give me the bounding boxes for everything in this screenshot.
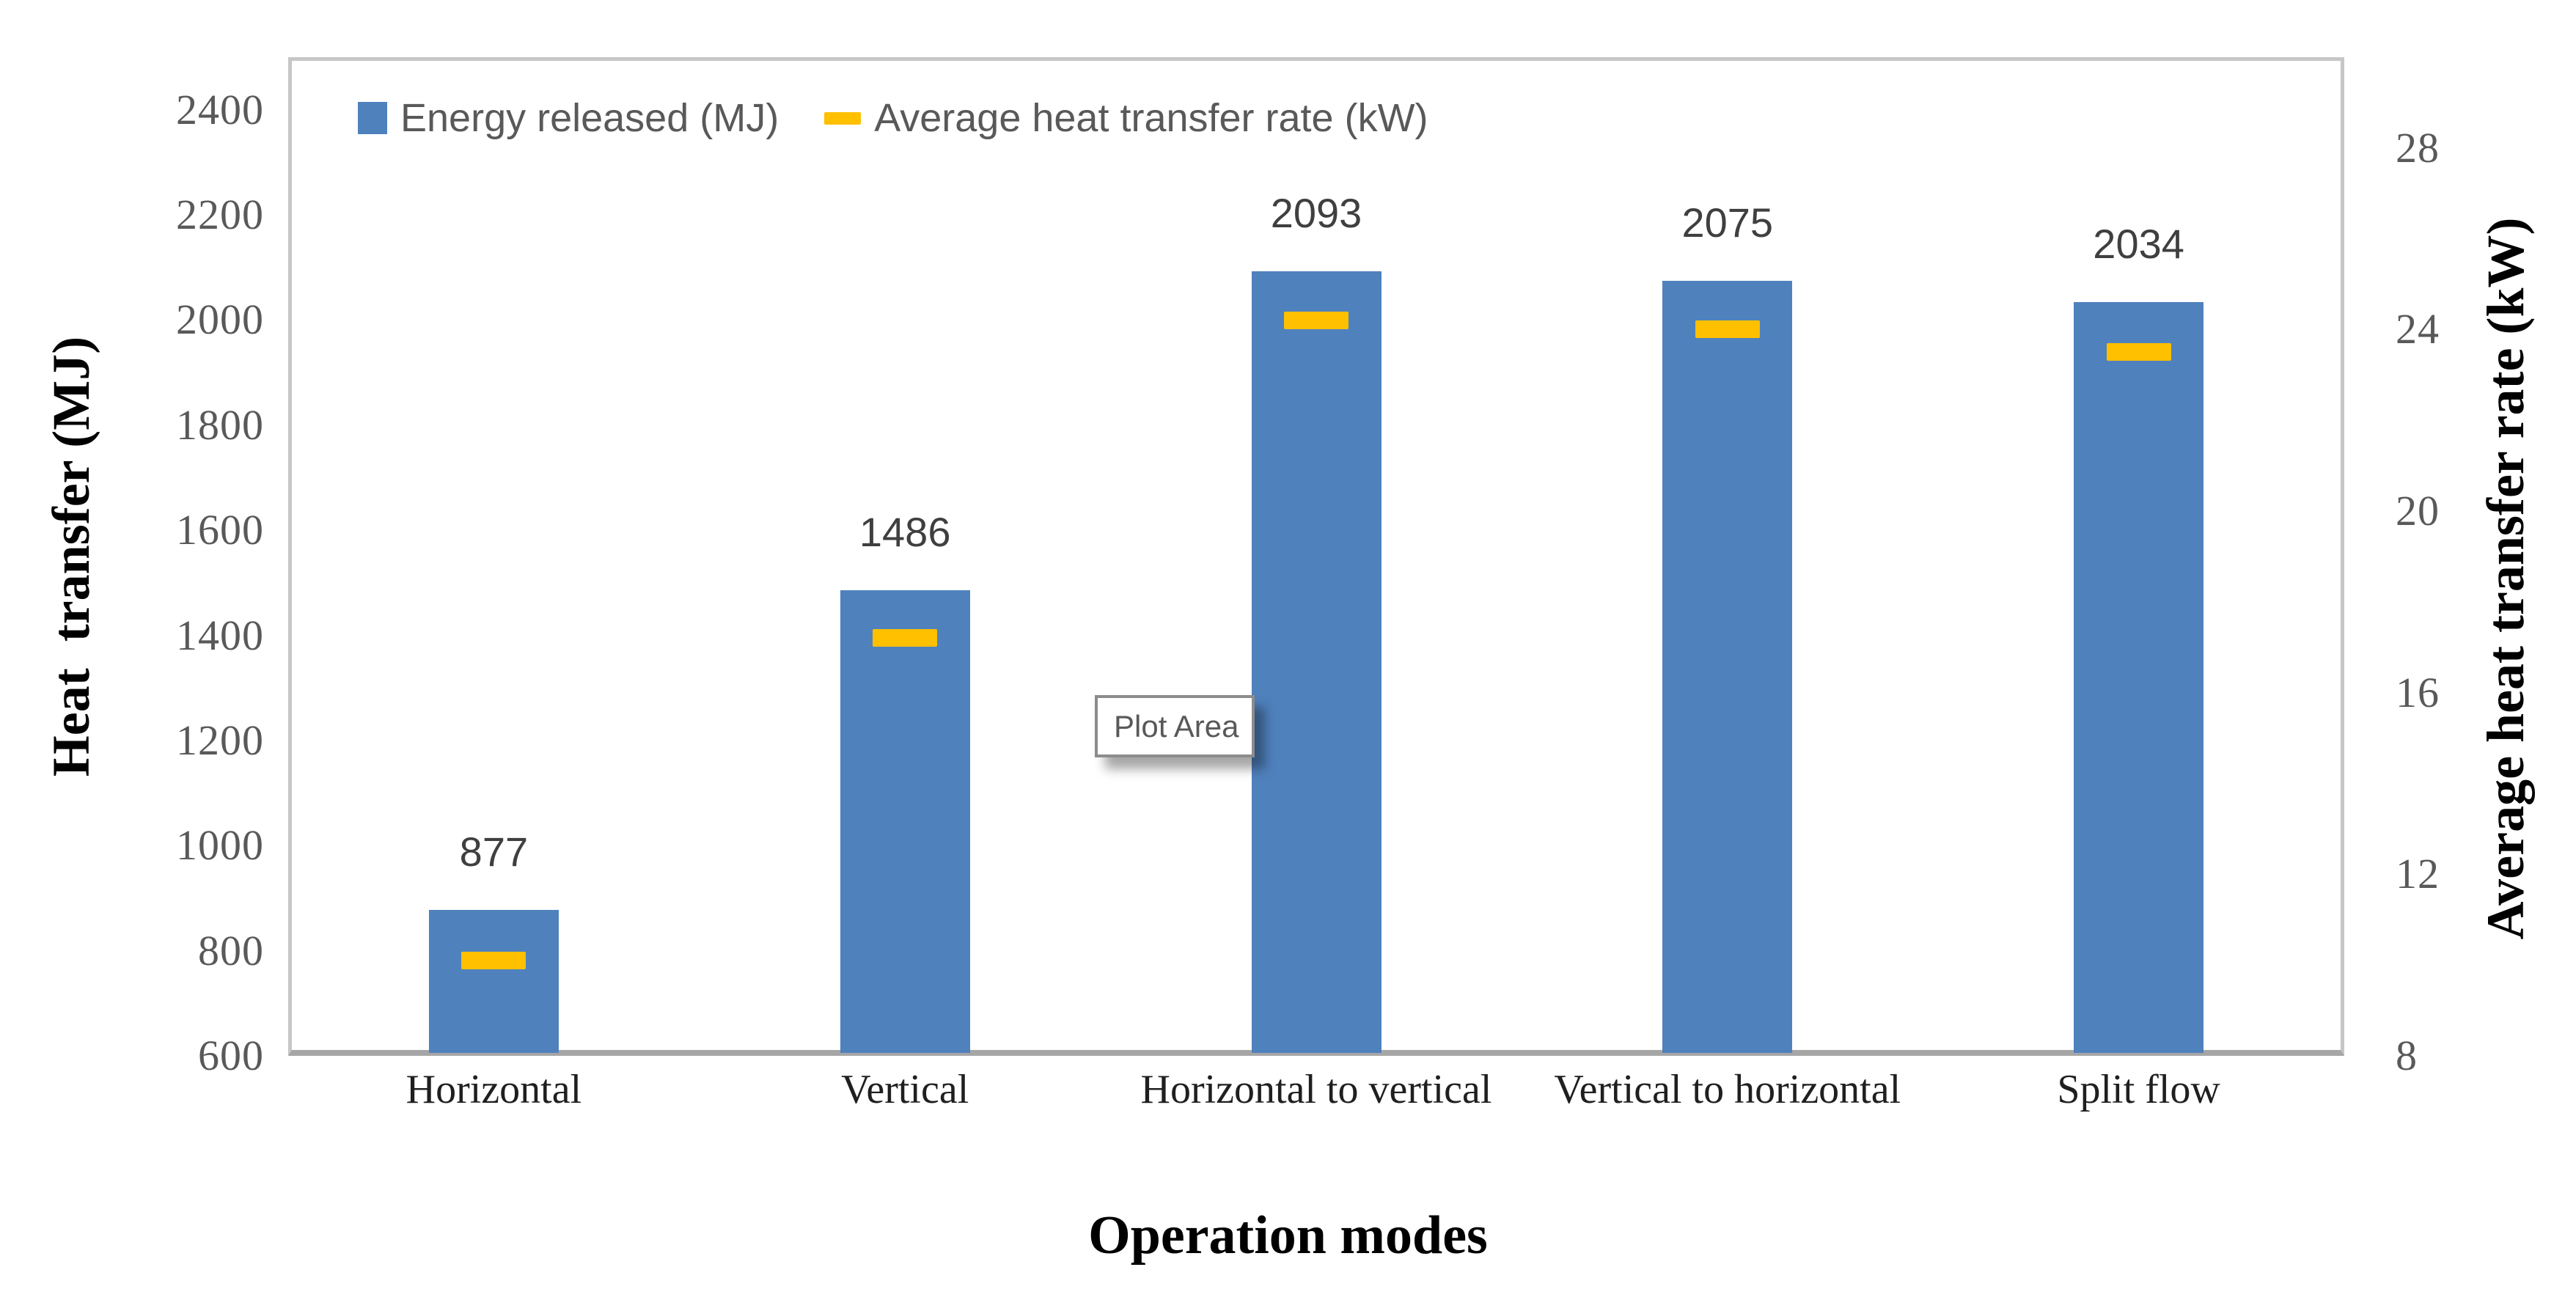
legend[interactable]: Energy released (MJ) Average heat transf… [358, 96, 1428, 140]
right-axis-tick-28: 28 [2396, 123, 2440, 172]
legend-label-avg-heat-rate: Average heat transfer rate (kW) [874, 96, 1428, 140]
plot-area-tooltip: Plot Area [1095, 695, 1255, 757]
left-axis-tick-1800: 1800 [176, 400, 264, 449]
legend-marker-bar-icon [358, 102, 387, 134]
legend-marker-dash-icon [824, 111, 862, 125]
bar-value-label-horizontal-to-vertical: 2093 [1270, 189, 1362, 236]
left-axis-tick-800: 800 [198, 926, 264, 974]
legend-label-energy-released: Energy released (MJ) [400, 96, 779, 140]
right-axis-tick-12: 12 [2396, 850, 2440, 898]
bar-value-label-split-flow: 2034 [2093, 221, 2184, 268]
right-axis-tick-20: 20 [2396, 487, 2440, 535]
right-axis-tick-16: 16 [2396, 668, 2440, 716]
category-label-vertical: Vertical [841, 1067, 969, 1112]
category-label-vertical-to-horizontal: Vertical to horizontal [1554, 1067, 1901, 1112]
right-axis-title: Average heat transfer rate (kW) [2476, 217, 2535, 940]
left-axis-tick-2400: 2400 [176, 85, 264, 133]
left-axis-tick-1000: 1000 [176, 821, 264, 870]
dash-vertical-to-horizontal[interactable] [1695, 320, 1760, 339]
bar-vertical-to-horizontal[interactable] [1662, 280, 1793, 1053]
left-axis-tick-600: 600 [198, 1032, 264, 1079]
dash-horizontal[interactable] [461, 951, 526, 969]
bar-vertical[interactable] [840, 590, 970, 1053]
dash-horizontal-to-vertical[interactable] [1284, 312, 1348, 330]
bar-split-flow[interactable] [2074, 302, 2204, 1053]
left-axis-tick-2200: 2200 [176, 191, 264, 239]
dash-split-flow[interactable] [2106, 343, 2171, 361]
left-axis-tick-2000: 2000 [176, 295, 264, 344]
plot-area-tooltip-text: Plot Area [1114, 708, 1239, 743]
bar-horizontal-to-vertical[interactable] [1251, 271, 1381, 1053]
dash-vertical[interactable] [873, 629, 938, 647]
bar-value-label-vertical: 1486 [859, 508, 951, 555]
bar-value-label-vertical-to-horizontal: 2075 [1681, 199, 1774, 246]
right-axis-tick-24: 24 [2396, 305, 2440, 353]
category-label-horizontal: Horizontal [406, 1067, 582, 1112]
category-label-horizontal-to-vertical: Horizontal to vertical [1140, 1067, 1492, 1112]
legend-item-energy-released[interactable]: Energy released (MJ) [358, 96, 779, 140]
x-axis-title: Operation modes [1088, 1205, 1488, 1266]
bar-horizontal[interactable] [428, 910, 559, 1053]
right-axis-tick-8: 8 [2396, 1032, 2418, 1079]
left-axis-tick-1200: 1200 [176, 716, 264, 764]
bar-value-label-horizontal: 877 [459, 829, 529, 875]
category-label-split-flow: Split flow [2057, 1067, 2220, 1112]
left-axis-tick-1600: 1600 [176, 506, 264, 554]
left-axis-tick-1400: 1400 [176, 611, 264, 659]
legend-item-avg-heat-rate[interactable]: Average heat transfer rate (kW) [824, 96, 1428, 140]
